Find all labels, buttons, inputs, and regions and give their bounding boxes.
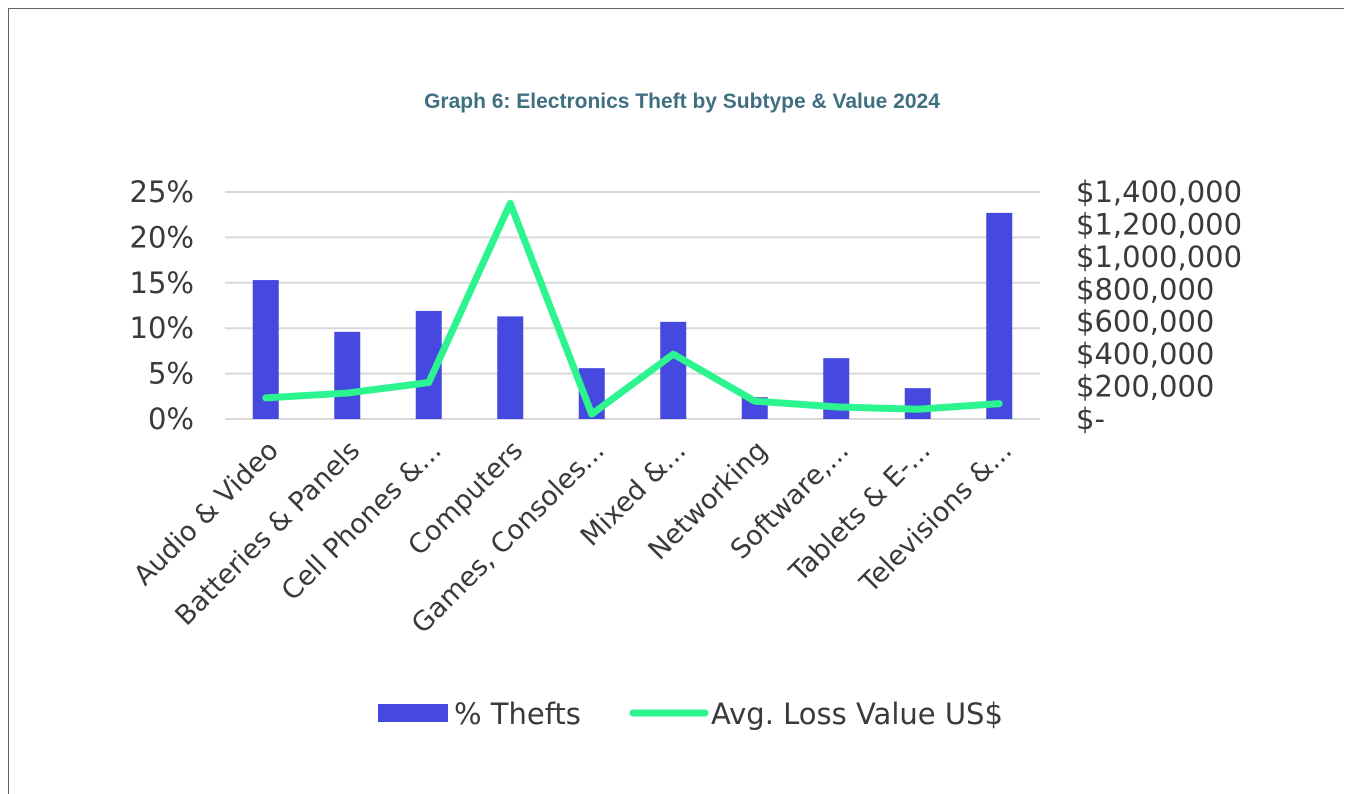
left-tick-label: 15%: [130, 266, 194, 300]
right-tick-label: $1,200,000: [1076, 207, 1242, 241]
line-series: [262, 199, 1003, 418]
right-tick-label: $600,000: [1076, 305, 1214, 339]
bar: [334, 331, 361, 419]
left-tick-label: 20%: [130, 220, 194, 254]
left-tick-label: 5%: [148, 357, 194, 391]
category-label: Tablets & E-...: [783, 435, 937, 589]
right-tick-label: $400,000: [1076, 337, 1214, 371]
left-tick-label: 0%: [148, 402, 194, 436]
gridlines: [225, 191, 1040, 420]
bar: [660, 321, 687, 419]
right-tick-label: $1,000,000: [1076, 240, 1242, 274]
left-axis-ticks: 0% 5% 10% 15% 20% 25%: [130, 175, 194, 436]
legend: % Thefts Avg. Loss Value US$: [378, 697, 1003, 731]
left-tick-label: 10%: [130, 311, 194, 345]
right-tick-label: $1,400,000: [1076, 175, 1242, 209]
right-axis-ticks: $-$200,000$400,000$600,000$800,000$1,000…: [1076, 175, 1242, 436]
right-tick-label: $-: [1076, 402, 1105, 436]
category-label: Audio & Video: [128, 435, 285, 592]
bar: [497, 316, 524, 419]
legend-bar-swatch: [378, 704, 448, 722]
right-tick-label: $200,000: [1076, 370, 1214, 404]
right-tick-label: $800,000: [1076, 272, 1214, 306]
category-label: Televisions &...: [854, 435, 1019, 600]
loss-value-line: [262, 199, 1003, 418]
chart-title: Graph 6: Electronics Theft by Subtype & …: [424, 90, 940, 113]
left-tick-label: 25%: [130, 175, 194, 209]
legend-label-thefts: % Thefts: [454, 697, 581, 731]
bar: [904, 388, 931, 419]
bar: [986, 212, 1013, 419]
legend-label-loss: Avg. Loss Value US$: [711, 697, 1003, 731]
